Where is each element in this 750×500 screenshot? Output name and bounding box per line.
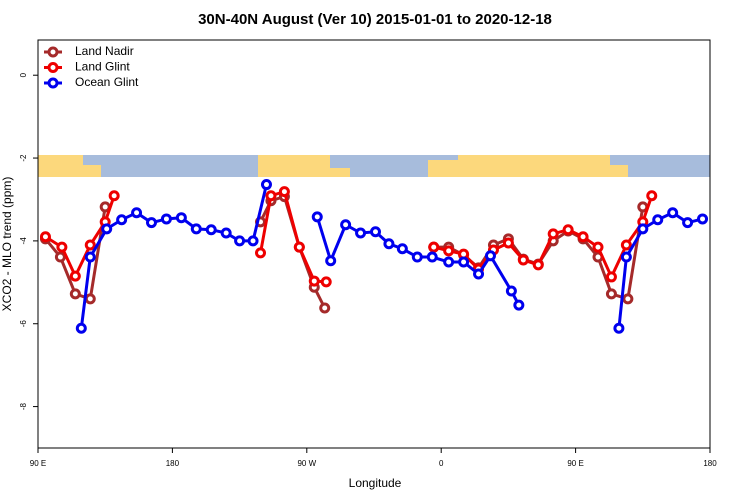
point	[325, 255, 337, 267]
point	[369, 226, 381, 238]
point	[54, 251, 66, 263]
point	[613, 322, 625, 334]
point	[620, 251, 632, 263]
legend-label: Ocean Glint	[75, 75, 139, 89]
point	[308, 275, 320, 287]
point	[622, 293, 634, 305]
point	[697, 213, 709, 225]
y-tick-label: -2	[19, 154, 28, 162]
point	[320, 276, 332, 288]
point	[646, 190, 658, 202]
legend-label: Land Glint	[75, 60, 130, 74]
point	[255, 247, 267, 259]
point	[311, 211, 323, 223]
x-axis-label: Longitude	[349, 476, 402, 490]
point	[131, 207, 143, 219]
point	[247, 235, 259, 247]
point	[175, 212, 187, 224]
x-tick-label: 90 W	[297, 459, 316, 468]
point	[190, 223, 202, 235]
legend-label: Land Nadir	[75, 44, 134, 58]
point	[116, 214, 128, 226]
point	[562, 224, 574, 236]
point	[605, 288, 617, 300]
point	[620, 239, 632, 251]
point	[505, 285, 517, 297]
point	[517, 254, 529, 266]
y-tick-label: 0	[19, 72, 28, 77]
y-axis-label: XCO2 - MLO trend (ppm)	[0, 177, 14, 312]
point	[577, 231, 589, 243]
chart-title: 30N-40N August (Ver 10) 2015-01-01 to 20…	[198, 11, 552, 28]
point	[443, 256, 455, 268]
point	[458, 256, 470, 268]
legend-marker	[47, 62, 59, 73]
point	[652, 214, 664, 226]
point	[108, 190, 120, 202]
point	[411, 251, 423, 263]
point	[39, 231, 51, 243]
y-tick-label: -6	[19, 320, 28, 328]
point	[513, 299, 525, 311]
point	[637, 223, 649, 235]
point	[160, 213, 172, 225]
x-tick-label: 0	[439, 459, 444, 468]
point	[383, 238, 395, 250]
point	[56, 241, 68, 253]
point	[667, 207, 679, 219]
point	[592, 241, 604, 253]
point	[205, 224, 217, 236]
point	[340, 219, 352, 231]
point	[220, 227, 232, 239]
point	[547, 228, 559, 240]
point	[234, 235, 246, 247]
point	[145, 217, 157, 229]
point	[75, 322, 87, 334]
point	[84, 293, 96, 305]
point	[84, 251, 96, 263]
point	[605, 271, 617, 283]
point	[443, 245, 455, 257]
point	[428, 241, 440, 253]
point	[319, 302, 331, 314]
point	[69, 270, 81, 282]
point	[426, 251, 438, 263]
point	[265, 190, 277, 202]
point	[473, 268, 485, 280]
plot-frame	[37, 39, 711, 449]
x-tick-label: 90 E	[567, 459, 583, 468]
series-line	[79, 184, 703, 329]
point	[69, 288, 81, 300]
point	[532, 259, 544, 271]
point	[502, 237, 514, 249]
point	[278, 186, 290, 198]
x-tick-label: 180	[703, 459, 717, 468]
y-tick-label: -4	[19, 237, 28, 245]
point	[682, 217, 694, 229]
map-strip	[38, 155, 710, 177]
point	[484, 250, 496, 262]
y-tick-label: -8	[19, 402, 28, 410]
x-tick-label: 180	[166, 459, 180, 468]
point	[396, 243, 408, 255]
point	[101, 223, 113, 235]
point	[293, 241, 305, 253]
legend-marker	[47, 46, 59, 58]
point	[260, 179, 272, 191]
legend-marker	[47, 77, 59, 89]
point	[84, 239, 96, 251]
x-tick-label: 90 E	[30, 459, 46, 468]
point	[355, 227, 367, 239]
